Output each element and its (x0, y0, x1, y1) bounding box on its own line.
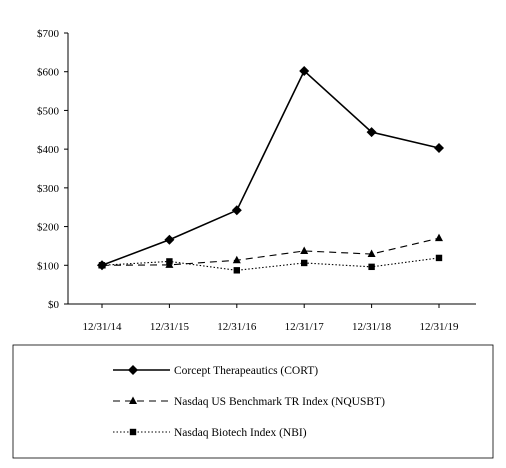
data-point (367, 249, 376, 258)
legend-item: Corcept Therapeautics (CORT) (113, 365, 318, 377)
data-point (299, 65, 310, 76)
data-point (98, 262, 106, 269)
data-point (434, 142, 444, 153)
y-tick-label: $200 (37, 222, 60, 234)
y-axis-ticks: $0 $100 $200 $300 $400 $500 $600 $700 (37, 28, 68, 311)
legend-box (12, 344, 494, 459)
legend-item: Nasdaq Biotech Index (NBI) (113, 427, 307, 439)
series-line (101, 237, 440, 266)
legend-marker (128, 365, 138, 375)
x-tick-label: 12/31/16 (217, 321, 257, 333)
data-point (231, 205, 242, 216)
y-tick-label: $0 (48, 299, 60, 311)
data-point (232, 255, 241, 264)
series-diamond (97, 65, 444, 271)
data-point (435, 254, 443, 262)
data-point (164, 234, 175, 245)
legend-item: Nasdaq US Benchmark TR Index (NQUSBT) (113, 396, 385, 408)
data-point (435, 233, 443, 242)
series-triangle (98, 233, 443, 269)
data-point (166, 258, 173, 265)
y-tick-label: $600 (37, 67, 60, 79)
x-tick-label: 12/31/17 (285, 321, 325, 333)
y-tick-label: $300 (37, 183, 60, 195)
legend-marker (129, 428, 137, 436)
data-point (368, 263, 375, 271)
series-line (101, 69, 440, 267)
y-tick-label: $100 (37, 260, 60, 272)
data-point (301, 259, 308, 267)
data-point (233, 267, 240, 274)
x-tick-label: 12/31/14 (82, 321, 122, 333)
legend-label: Nasdaq US Benchmark TR Index (NQUSBT) (174, 396, 385, 408)
series-square (98, 254, 443, 274)
series-line (101, 257, 440, 271)
y-tick-label: $400 (37, 144, 60, 156)
x-axis-ticks: 12/31/14 12/31/15 12/31/16 12/31/17 12/31/18… (82, 304, 459, 333)
y-tick-label: $700 (37, 28, 60, 40)
x-tick-label: 12/31/15 (150, 321, 190, 333)
x-tick-label: 12/31/19 (419, 321, 459, 333)
legend-marker (129, 396, 137, 404)
data-point (300, 246, 309, 254)
legend: Corcept Therapeautics (CORT) Nasdaq US Be… (113, 365, 385, 439)
x-tick-label: 12/31/18 (352, 321, 392, 333)
legend-label: Corcept Therapeautics (CORT) (174, 365, 318, 377)
series-layer (97, 65, 444, 274)
y-tick-label: $500 (37, 105, 60, 117)
data-point (366, 127, 377, 138)
legend-label: Nasdaq Biotech Index (NBI) (174, 427, 307, 439)
